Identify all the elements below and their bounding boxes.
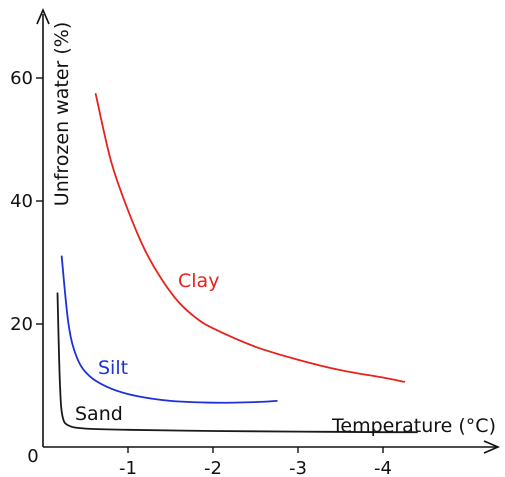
series-line-sand [56,292,418,434]
x-tick-label: -2 [204,458,222,477]
series-label-clay: Clay [178,270,219,292]
series-label-silt: Silt [98,357,128,379]
x-tick-label: -1 [119,458,137,477]
y-ticks: 20 40 60 [10,68,43,335]
series-label-sand: Sand [75,403,123,425]
y-axis-arrow [36,7,50,25]
x-axis-arrow [483,440,501,454]
x-tick-label: -4 [374,458,392,477]
x-ticks: -1 -2 -3 -4 [119,447,392,477]
series-line-clay [94,93,406,383]
origin-label: 0 [27,446,38,467]
y-tick-label: 60 [10,68,33,89]
x-tick-label: -3 [289,458,307,477]
series-layer [56,93,418,434]
y-axis-label: Unfrozen water (%) [51,22,73,206]
x-axis-label: Temperature (°C) [331,415,496,437]
y-tick-label: 20 [10,314,33,335]
y-tick-label: 40 [10,191,33,212]
axes [36,7,501,454]
series-line-silt [60,255,278,404]
